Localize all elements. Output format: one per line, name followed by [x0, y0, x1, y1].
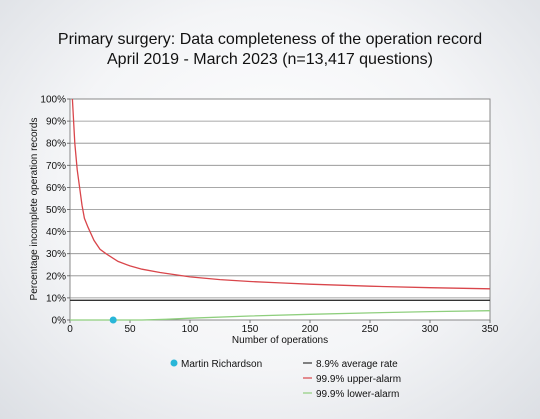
y-tick-label: 80%: [46, 139, 66, 150]
y-tick-label: 60%: [46, 183, 66, 194]
y-tick-label: 10%: [46, 293, 66, 304]
y-tick-label: 30%: [46, 249, 66, 260]
x-tick-labels: 0 50 100 150 200 250 300 350: [67, 320, 499, 335]
x-tick-label: 50: [124, 324, 136, 335]
y-tick-label: 40%: [46, 227, 66, 238]
y-axis-label: Percentage incomplete operation records: [29, 118, 40, 301]
upper-alarm-line: [71, 98, 491, 290]
legend-point-label: Martin Richardson: [181, 359, 262, 370]
data-points: [109, 316, 117, 324]
series-lines: [70, 98, 491, 321]
x-tick-label: 250: [362, 324, 379, 335]
x-tick-label: 350: [482, 324, 499, 335]
legend-lower-label: 99.9% lower-alarm: [316, 389, 399, 400]
x-tick-label: 0: [67, 324, 73, 335]
x-tick-label: 200: [302, 324, 319, 335]
x-tick-label: 150: [242, 324, 259, 335]
y-tick-label: 90%: [46, 117, 66, 128]
x-axis-label: Number of operations: [232, 335, 328, 346]
y-tick-label: 50%: [46, 205, 66, 216]
y-tick-label: 70%: [46, 161, 66, 172]
x-tick-label: 300: [422, 324, 439, 335]
chart-title: Primary surgery: Data completeness of th…: [57, 31, 483, 48]
legend: Martin Richardson 8.9% average rate 99.9…: [170, 359, 401, 400]
y-tick-labels: 0% 10% 20% 30% 40% 50% 60% 70% 80% 90% 100%: [40, 95, 70, 327]
lower-alarm-line: [70, 310, 491, 321]
legend-point-marker: [170, 359, 178, 367]
x-tick-label: 100: [182, 324, 199, 335]
y-tick-label: 0%: [52, 316, 67, 327]
data-point-martin-richardson: [109, 316, 117, 324]
legend-average-label: 8.9% average rate: [316, 359, 398, 370]
legend-upper-label: 99.9% upper-alarm: [316, 374, 401, 385]
y-tick-label: 100%: [40, 95, 66, 106]
gridlines: [70, 120, 490, 299]
chart-subtitle: April 2019 - March 2023 (n=13,417 questi…: [107, 51, 433, 68]
y-tick-label: 20%: [46, 271, 66, 282]
